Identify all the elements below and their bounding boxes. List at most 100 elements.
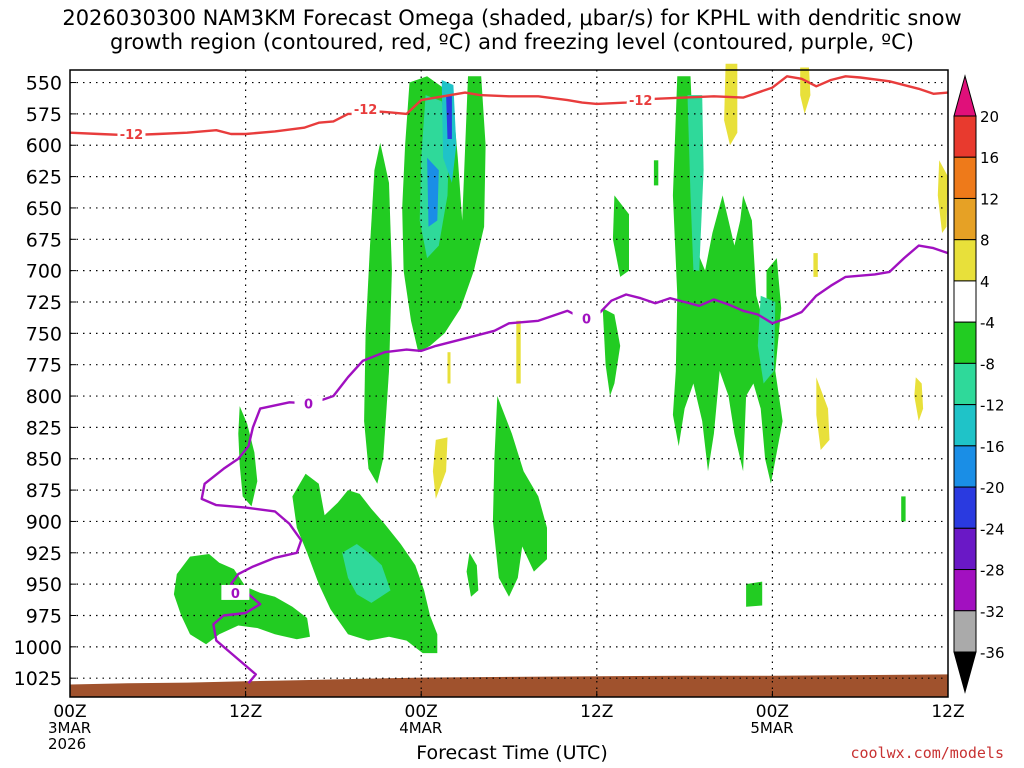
y-tick-label-550: 550	[26, 73, 62, 95]
colorbar-bin-3	[953, 239, 977, 282]
y-tick-label-575: 575	[26, 104, 62, 126]
colorbar-bin-11	[953, 569, 977, 612]
omega-shading	[173, 63, 948, 654]
x-tick-label-24-0: 00Z	[405, 702, 438, 722]
y-tick-label-975: 975	[26, 605, 62, 627]
omega-region-10	[492, 396, 547, 597]
contour-label-0-1: -12	[354, 103, 378, 118]
colorbar-label-1: 16	[980, 149, 999, 167]
colorbar: 20 16 12 8 4 -4 -8 -12 -16 -20 -24 -28 -32 -36	[953, 74, 1005, 694]
colorbar-bin-12	[953, 610, 977, 653]
y-tick-label-850: 850	[26, 449, 62, 471]
contour-label-1-0: 0	[304, 398, 313, 413]
x-tick-label-36-0: 12Z	[580, 702, 613, 722]
x-tick-label-0-1: 3MAR	[48, 719, 91, 737]
y-tick-label-675: 675	[26, 229, 62, 251]
x-tick-label-48-0: 00Z	[756, 702, 789, 722]
y-tick-label-700: 700	[26, 261, 62, 283]
y-tick-label-625: 625	[26, 167, 62, 189]
x-tick-label-60-0: 12Z	[931, 702, 964, 722]
colorbar-label-4: 4	[980, 273, 990, 291]
omega-region-12	[612, 195, 629, 277]
colorbar-bin-4	[953, 280, 977, 323]
x-tick-label-0-0: 00Z	[53, 702, 86, 722]
colorbar-label-12: -32	[980, 603, 1005, 621]
y-tick-label-600: 600	[26, 135, 62, 157]
colorbar-label-6: -8	[980, 355, 995, 373]
y-tick-label-1025: 1025	[14, 668, 62, 690]
contour-label-bg-1-2	[221, 584, 250, 600]
x-tick-label-48-1: 5MAR	[750, 719, 793, 737]
colorbar-label-11: -28	[980, 562, 1005, 580]
site-credit: coolwx.com/models	[850, 744, 1004, 762]
y-tick-label-1000: 1000	[14, 637, 62, 659]
y-tick-label-925: 925	[26, 543, 62, 565]
contour-line-0	[69, 75, 949, 137]
contour-label-bg-1-1	[572, 310, 601, 326]
y-tick-label-725: 725	[26, 292, 62, 314]
colorbar-bin-7	[953, 404, 977, 447]
colorbar-bottom-arrow	[953, 651, 977, 694]
y-tick-label-825: 825	[26, 417, 62, 439]
contour-label-bg-0-1	[351, 100, 380, 116]
contour-label-1-2: 0	[231, 587, 240, 602]
omega-region-4	[364, 142, 392, 484]
contour-label-0-0: -12	[120, 128, 144, 143]
x-tick-label-24-1: 4MAR	[399, 719, 442, 737]
colorbar-label-2: 12	[980, 190, 999, 208]
omega-region-17	[653, 160, 659, 186]
colorbar-bin-5	[953, 321, 977, 364]
x-tick-label-0-2: 2026	[48, 735, 86, 753]
omega-region-19	[746, 581, 763, 607]
colorbar-bin-8	[953, 445, 977, 488]
colorbar-bin-9	[953, 486, 977, 529]
colorbar-label-0: 20	[980, 108, 999, 126]
omega-region-11	[466, 552, 479, 597]
contour-label-1-1: 0	[582, 312, 591, 327]
colorbar-label-5: -4	[980, 314, 995, 332]
colorbar-bin-2	[953, 197, 977, 241]
x-axis-title: Forecast Time (UTC)	[416, 742, 608, 764]
plot-frame	[69, 69, 949, 698]
y-tick-label-750: 750	[26, 323, 62, 345]
y-tick-label-800: 800	[26, 386, 62, 408]
colorbar-top-arrow	[953, 74, 977, 117]
omega-region-3	[342, 544, 391, 603]
contour-label-0-2: -12	[629, 94, 653, 109]
omega-region-24	[914, 377, 924, 422]
contour-label-bg-0-0	[117, 125, 146, 141]
contour-line-1	[200, 244, 949, 684]
contour-label-bg-1-0	[294, 395, 323, 411]
y-tick-label-650: 650	[26, 198, 62, 220]
colorbar-label-13: -36	[980, 644, 1005, 662]
colorbar-label-7: -12	[980, 397, 1005, 415]
chart-title-line-2: growth region (contoured, red, ºC) and f…	[110, 30, 914, 54]
omega-region-16	[602, 308, 621, 396]
colorbar-bin-1	[953, 156, 977, 199]
x-tick-label-12-0: 12Z	[229, 702, 262, 722]
omega-region-25	[432, 437, 448, 499]
contour-layer: -12 -12 -12 0 0 0	[69, 75, 949, 684]
colorbar-bin-0	[953, 115, 977, 158]
omega-region-8	[427, 157, 439, 227]
omega-region-13	[672, 76, 783, 484]
terrain-fill	[70, 674, 948, 697]
omega-region-14	[687, 95, 704, 271]
colorbar-label-10: -24	[980, 520, 1005, 538]
colorbar-bin-6	[953, 362, 977, 406]
y-tick-label-900: 900	[26, 511, 62, 533]
contour-label-bg-0-2	[626, 92, 655, 108]
colorbar-label-9: -20	[980, 479, 1005, 497]
omega-region-18	[901, 496, 906, 522]
omega-region-27	[447, 352, 451, 384]
y-tick-label-875: 875	[26, 480, 62, 502]
colorbar-label-8: -16	[980, 438, 1005, 456]
omega-region-28	[813, 253, 818, 277]
omega-region-1	[238, 406, 258, 507]
omega-region-20	[724, 63, 738, 146]
terrain-layer	[70, 674, 948, 697]
colorbar-bin-10	[953, 527, 977, 571]
y-axis: 550 575 600 625 650 675 700 725 750 775 800 825 850 8…	[14, 73, 76, 690]
